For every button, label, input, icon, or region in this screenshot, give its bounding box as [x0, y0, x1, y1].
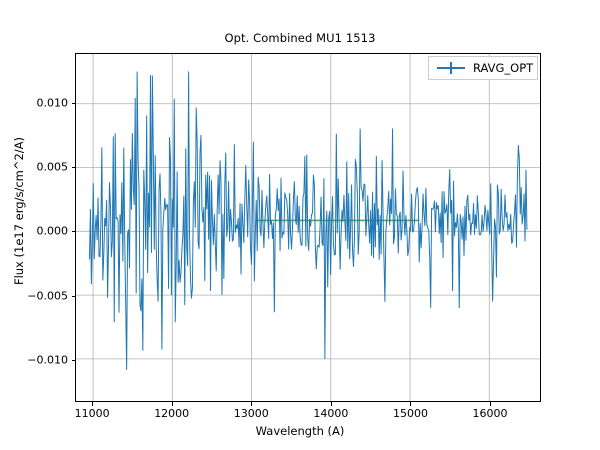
x-tick-label: 14000: [313, 407, 349, 420]
legend-line-marker: [437, 62, 465, 74]
y-tick-label: −0.010: [27, 353, 68, 367]
y-tick-label: 0.010: [36, 96, 69, 110]
x-tick-label: 11000: [74, 407, 110, 420]
y-tick-mark: [71, 103, 75, 105]
y-tick-label: 0.000: [36, 224, 69, 238]
y-tick-label: 0.005: [36, 160, 69, 174]
data-series-layer: [88, 71, 528, 371]
x-axis-tick-labels: 11000 12000 13000 14000 15000 16000: [0, 402, 600, 427]
x-tick-mark: [490, 402, 492, 406]
y-tick-mark: [71, 167, 75, 169]
x-tick-mark: [330, 402, 332, 406]
x-tick-label: 16000: [472, 407, 508, 420]
x-tick-label: 12000: [154, 407, 190, 420]
x-tick-mark: [251, 402, 253, 406]
y-axis-tick-labels: −0.010 −0.005 0.000 0.005 0.010: [0, 0, 75, 450]
y-tick-mark: [71, 231, 75, 233]
y-tick-label: −0.005: [27, 289, 68, 302]
plot-area[interactable]: [75, 53, 541, 402]
y-tick-mark: [71, 359, 75, 361]
x-tick-mark: [410, 402, 412, 406]
y-axis-label: Flux (1e17 erg/s/cm^2/A): [12, 136, 26, 286]
legend[interactable]: RAVG_OPT: [428, 56, 538, 80]
x-tick-mark: [171, 402, 173, 406]
legend-entry-label: RAVG_OPT: [473, 61, 534, 75]
chart-title: Opt. Combined MU1 1513: [224, 31, 376, 45]
x-tick-label: 13000: [233, 407, 269, 420]
x-axis-label: Wavelength (A): [255, 424, 345, 438]
x-tick-mark: [92, 402, 94, 406]
y-tick-mark: [71, 295, 75, 297]
x-tick-label: 15000: [392, 407, 428, 420]
